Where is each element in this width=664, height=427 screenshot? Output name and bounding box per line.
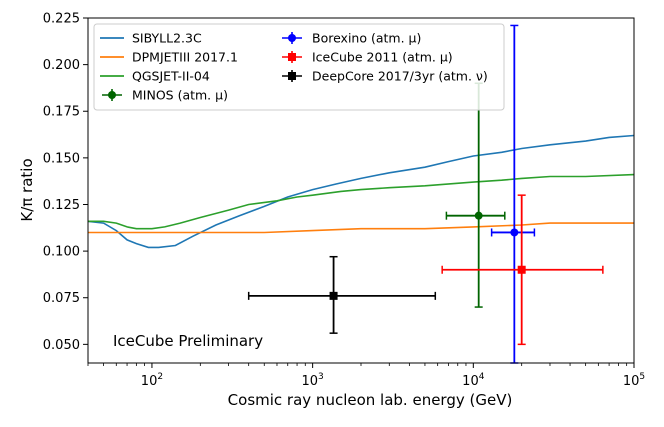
model-curves (87, 134, 635, 249)
y-tick-label: 0.125 (43, 198, 80, 213)
legend-entry-deepcore-2017-3yr-atm: DeepCore 2017/3yr (atm. ν) (282, 69, 488, 84)
x-tick-label: 104 (462, 372, 485, 389)
y-tick-label: 0.150 (43, 151, 80, 166)
x-tick-label: 105 (623, 372, 645, 389)
measurement-points (247, 24, 604, 364)
x-tick-label: 103 (301, 372, 323, 389)
data-marker (329, 291, 338, 300)
legend-label: Borexino (atm. μ) (312, 31, 421, 46)
y-tick-label: 0.200 (43, 58, 80, 73)
curve-sibyll2-3c (87, 134, 635, 249)
legend-entry-dpmjetiii-2017-1: DPMJETIII 2017.1 (100, 50, 238, 65)
y-tick-label: 0.175 (43, 105, 80, 120)
legend-entry-minos-atm: MINOS (atm. μ) (102, 88, 228, 103)
y-tick-label: 0.050 (43, 338, 80, 353)
x-tick-label: 102 (141, 372, 163, 389)
legend-label: IceCube 2011 (atm. μ) (312, 50, 453, 65)
legend-swatch-marker (288, 34, 296, 42)
x-axis-label: Cosmic ray nucleon lab. energy (GeV) (228, 391, 513, 409)
y-axis-label: K/π ratio (18, 158, 36, 221)
legend-box (93, 23, 505, 111)
point-icecube-2011-atm (441, 194, 604, 346)
y-tick-label: 0.225 (43, 12, 80, 27)
legend-entries: SIBYLL2.3C DPMJETIII 2017.1 QGSJET-II-04 MI… (100, 31, 488, 103)
legend-label: DeepCore 2017/3yr (atm. ν) (312, 69, 488, 84)
legend-entry-borexino-atm: Borexino (atm. μ) (282, 31, 421, 46)
legend-entry-qgsjet-ii-04: QGSJET-II-04 (100, 69, 210, 84)
legend-entry-sibyll2-3c: SIBYLL2.3C (100, 31, 202, 46)
data-marker (474, 211, 483, 220)
data-marker (510, 228, 519, 237)
annotation-icecube-preliminary: IceCube Preliminary (113, 332, 263, 350)
point-borexino-atm (490, 24, 536, 364)
y-tick-label: 0.075 (43, 291, 80, 306)
legend-label: QGSJET-II-04 (132, 69, 210, 84)
y-tick-label: 0.100 (43, 245, 80, 260)
legend-swatch-marker (108, 91, 116, 99)
legend-label: MINOS (atm. μ) (132, 88, 228, 103)
legend-label: SIBYLL2.3C (132, 31, 202, 46)
y-axis-ticks: 0.050 0.075 0.100 0.125 0.150 0.175 0.200 0.225 (43, 12, 88, 353)
curve-qgsjet-ii-04 (88, 173, 635, 230)
legend: SIBYLL2.3C DPMJETIII 2017.1 QGSJET-II-04 MI… (93, 23, 505, 111)
x-axis-ticks: 102 103 104 105 (87, 363, 645, 389)
legend-label: DPMJETIII 2017.1 (132, 50, 238, 65)
legend-swatch-marker (288, 53, 296, 61)
legend-swatch-marker (288, 72, 296, 80)
point-deepcore-2017-3yr-atm (247, 255, 437, 334)
data-marker (517, 265, 526, 274)
legend-entry-icecube-2011-atm: IceCube 2011 (atm. μ) (282, 50, 453, 65)
curve-dpmjetiii-2017-1 (88, 222, 634, 234)
